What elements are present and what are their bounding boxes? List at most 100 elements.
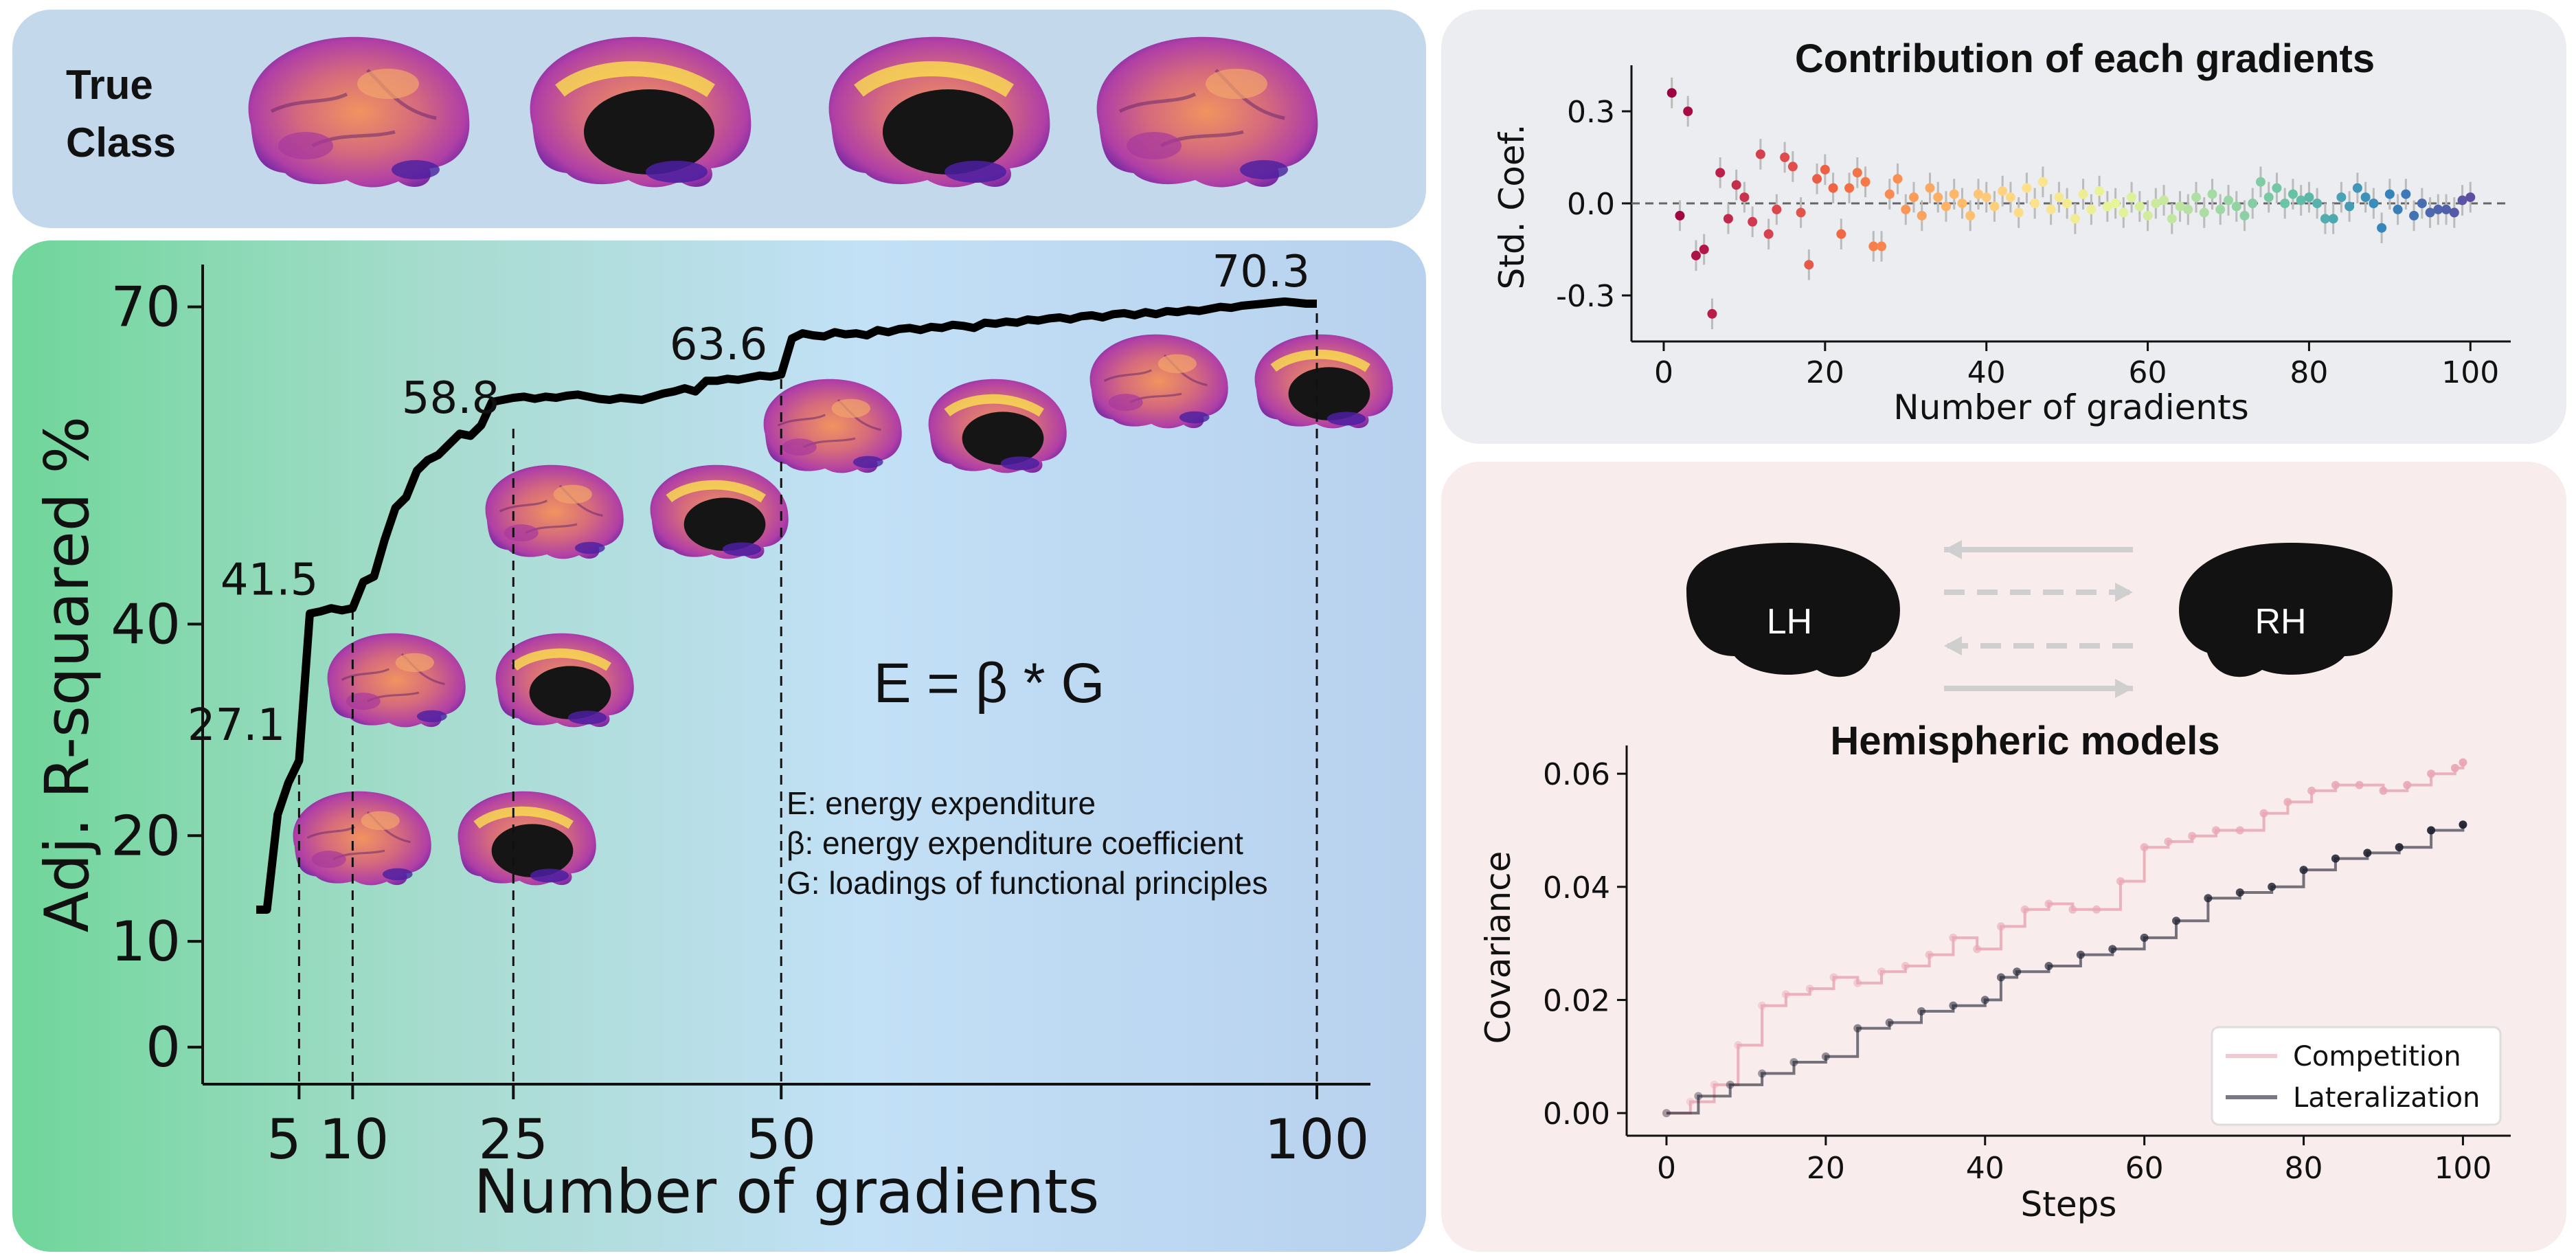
coef-point-2 [1675, 210, 1685, 221]
coef-point-7 [1715, 168, 1726, 178]
coef-point-59 [2134, 201, 2145, 212]
value-label-2: 41.5 [221, 554, 319, 605]
true-class-brains [249, 37, 1318, 188]
series-1-point-6 [1781, 990, 1790, 999]
series-1-point-22 [2164, 837, 2173, 846]
series-2-point-13 [2013, 967, 2022, 976]
gradient-brain-5 [484, 464, 625, 561]
series-2-point-15 [2076, 950, 2085, 959]
formula-legend-line-1: E: energy expenditure [787, 785, 1096, 821]
coef-point-79 [2296, 195, 2306, 205]
coef-point-61 [2151, 199, 2161, 208]
series-1-point-30 [2355, 780, 2364, 789]
coef-point-52 [2078, 189, 2088, 199]
formula: E = β * G [874, 652, 1105, 715]
coef-point-53 [2086, 204, 2097, 214]
contribution-x-tick-label-4: 60 [2129, 355, 2167, 390]
series-2-point-22 [2299, 866, 2308, 875]
coef-point-96 [2433, 204, 2443, 214]
coef-point-30 [1901, 204, 1911, 214]
series-2-point-17 [2140, 933, 2149, 942]
coef-point-98 [2449, 207, 2459, 218]
coef-point-95 [2425, 207, 2435, 218]
series-1-point-13 [1949, 933, 1958, 942]
hemispheric-y-tick-label-1: 0.00 [1543, 1097, 1610, 1132]
coef-point-32 [1917, 210, 1927, 221]
hemisphere-diagram: LH RH [1686, 540, 2393, 698]
hemispheric-x-tick-label-1: 0 [1657, 1151, 1676, 1186]
coef-point-34 [1933, 192, 1943, 203]
hemispheric-legend-box [2211, 1026, 2502, 1126]
true-class-brain-3 [829, 37, 1050, 188]
coef-point-67 [2199, 207, 2209, 218]
y-tick-label-3: 20 [111, 804, 181, 868]
true-class-label: True Class [66, 62, 177, 166]
series-1-point-16 [2020, 905, 2029, 914]
coef-point-86 [2352, 183, 2362, 193]
y-tick-label-4: 40 [111, 592, 181, 656]
series-2-point-9 [1917, 1007, 1925, 1015]
series-1-point-17 [2044, 899, 2053, 908]
series-1-point-21 [2140, 843, 2149, 852]
coef-point-33 [1925, 183, 1935, 193]
coef-point-97 [2441, 204, 2452, 214]
coef-point-88 [2369, 199, 2379, 208]
coef-point-29 [1893, 174, 1903, 184]
coef-point-55 [2102, 201, 2112, 212]
coef-point-76 [2272, 183, 2282, 193]
value-label-4: 63.6 [670, 319, 768, 370]
gradient-brain-4 [496, 633, 634, 728]
series-1-point-33 [2427, 770, 2436, 778]
contribution-y-tick-label-3: 0.3 [1567, 95, 1615, 130]
hemispheric-x-tick-label-2: 20 [1807, 1151, 1845, 1186]
coef-point-18 [1804, 260, 1814, 270]
coef-point-66 [2191, 192, 2202, 203]
series-2-point-27 [2459, 820, 2467, 829]
coef-point-69 [2215, 204, 2226, 214]
coef-point-94 [2417, 199, 2427, 208]
gradients-chart: 0 10 20 40 70 5 10 25 50 100 Number of gradients Ad… [32, 247, 1393, 1227]
coef-point-4 [1691, 250, 1701, 260]
series-2-point-4 [1758, 1069, 1767, 1078]
coef-point-36 [1949, 189, 1959, 199]
series-1-point-7 [1805, 984, 1814, 993]
hemispheric-x-label: Steps [2021, 1184, 2117, 1224]
series-1-point-5 [1758, 1001, 1767, 1010]
contribution-x-tick-label-3: 40 [1967, 355, 2006, 390]
series-2-point-18 [2172, 917, 2181, 925]
true-class-brain-4 [1097, 37, 1318, 188]
exchange-arrow-head-4 [2115, 679, 2133, 698]
series-1-point-20 [2116, 877, 2125, 886]
coef-point-31 [1909, 192, 1919, 203]
coef-point-27 [1877, 241, 1887, 251]
series-2-point-2 [1694, 1092, 1703, 1101]
coef-point-10 [1739, 192, 1750, 203]
series-1-point-19 [2092, 905, 2101, 914]
coef-point-6 [1707, 308, 1717, 319]
coef-point-77 [2280, 199, 2290, 208]
series-1-point-3 [1710, 1080, 1719, 1089]
coef-point-65 [2183, 204, 2193, 214]
coef-point-73 [2248, 199, 2258, 208]
series-1-point-28 [2307, 786, 2316, 795]
series-1-point-11 [1901, 962, 1910, 971]
coef-point-58 [2127, 192, 2137, 203]
series-1-point-25 [2235, 826, 2244, 835]
coef-point-99 [2457, 195, 2467, 205]
coef-point-89 [2377, 223, 2387, 233]
coef-point-38 [1965, 210, 1976, 221]
coef-point-45 [2022, 183, 2032, 193]
coef-point-28 [1884, 189, 1895, 199]
coef-point-13 [1763, 229, 1774, 239]
coef-point-44 [2013, 207, 2024, 218]
hemispheric-chart: Hemispheric models 0.00 0.02 0.04 0.06 0 20 40 6… [1478, 719, 2511, 1224]
x-tick-label-5: 100 [1265, 1108, 1370, 1171]
y-axis-label: Adj. R-squared % [32, 416, 102, 932]
value-label-3: 58.8 [402, 373, 500, 424]
series-2-point-7 [1853, 1024, 1862, 1033]
gradient-brain-1 [291, 790, 433, 887]
gradient-brain-2 [458, 791, 596, 886]
coef-point-75 [2263, 192, 2274, 203]
true-class-brain-1 [249, 37, 470, 188]
